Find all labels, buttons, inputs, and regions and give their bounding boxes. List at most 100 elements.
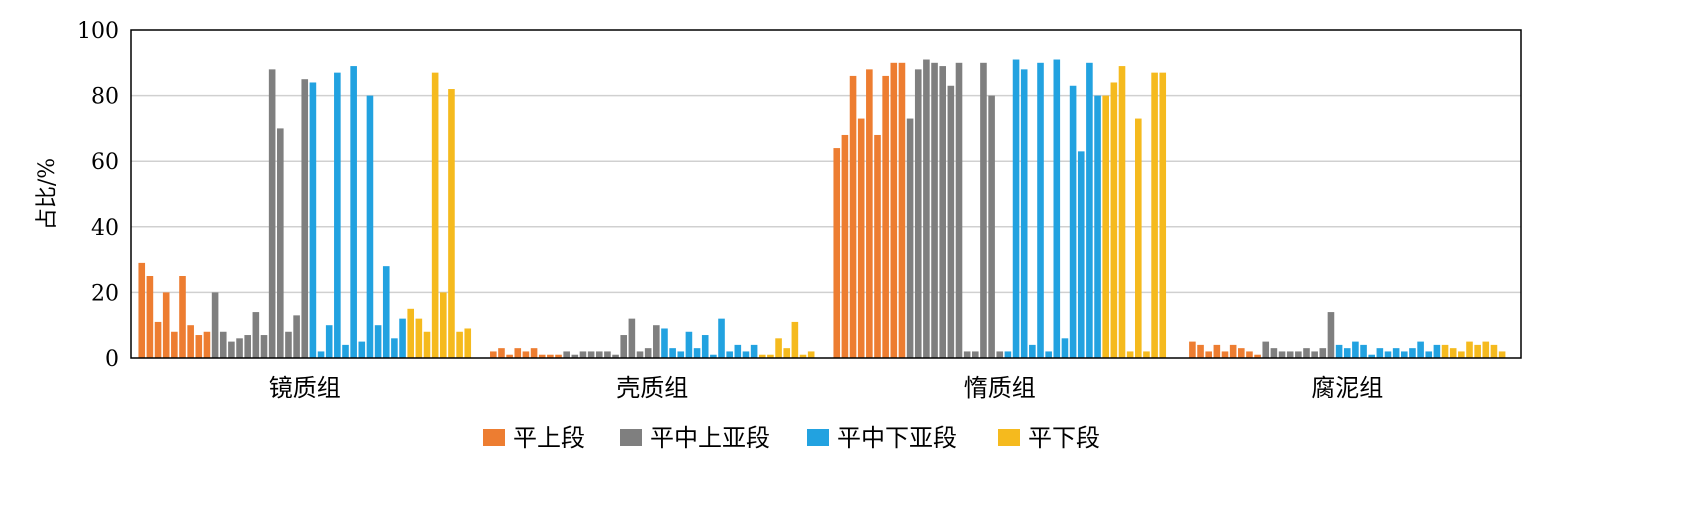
bar-3-惰质组-3 [1020,69,1028,359]
bar-1-惰质组-8 [890,62,898,359]
bar-2-惰质组-2 [914,69,922,359]
bar-4-壳质组-6 [799,354,807,358]
bar-4-腐泥组-7 [1490,344,1498,358]
bar-3-镜质组-10 [382,266,390,358]
bar-3-惰质组-6 [1045,351,1052,358]
bar-4-壳质组-3 [775,338,782,358]
bar-3-腐泥组-2 [1343,348,1351,358]
bar-2-腐泥组-6 [1303,348,1310,358]
bar-2-壳质组-5 [595,351,603,358]
bar-4-腐泥组-2 [1449,348,1457,358]
bar-2-镜质组-3 [228,341,235,358]
legend-swatch [998,429,1020,446]
bar-2-惰质组-6 [947,85,955,358]
bar-3-镜质组-5 [342,344,349,358]
bar-4-镜质组-4 [431,72,439,358]
bar-1-壳质组-5 [522,351,530,358]
bar-3-惰质组-12 [1094,95,1101,358]
bar-4-壳质组-7 [807,351,815,358]
y-tick-label: 40 [91,216,119,241]
bar-3-壳质组-6 [701,335,709,358]
bar-1-镜质组-8 [195,335,203,358]
bar-4-镜质组-8 [464,328,472,358]
bar-4-惰质组-7 [1151,72,1158,358]
category-label: 惰质组 [964,374,1036,402]
bar-1-壳质组-6 [530,348,538,358]
bar-1-镜质组-3 [154,321,162,358]
bar-2-腐泥组-9 [1327,312,1335,358]
bar-1-惰质组-2 [841,134,849,358]
bar-4-惰质组-3 [1118,66,1126,358]
bar-4-壳质组-5 [791,321,799,358]
bar-3-腐泥组-4 [1360,344,1367,358]
bar-2-镜质组-12 [301,79,309,358]
bar-4-镜质组-7 [456,331,463,358]
legend-swatch [620,429,642,446]
bar-1-壳质组-3 [506,354,513,358]
y-tick-label: 60 [91,150,119,175]
bar-1-镜质组-2 [146,276,154,358]
bar-3-腐泥组-11 [1417,341,1424,358]
bar-1-腐泥组-6 [1229,344,1237,358]
legend-label: 平中下亚段 [837,424,957,452]
bar-3-壳质组-11 [742,351,750,358]
bars [138,59,1506,359]
bar-1-腐泥组-1 [1189,341,1196,358]
bar-1-腐泥组-5 [1221,351,1229,358]
bar-3-腐泥组-9 [1401,351,1408,358]
legend-label: 平下段 [1028,424,1100,452]
bar-3-镜质组-1 [309,82,317,358]
bar-2-镜质组-8 [268,69,276,359]
bar-2-惰质组-3 [923,59,930,359]
bar-2-镜质组-4 [236,338,243,358]
bar-1-镜质组-6 [179,276,186,358]
bar-3-腐泥组-12 [1425,351,1433,358]
bar-2-壳质组-6 [604,351,611,358]
bar-4-镜质组-6 [448,89,455,358]
bar-4-惰质组-6 [1143,351,1150,358]
bar-3-腐泥组-10 [1409,348,1416,358]
bar-3-镜质组-7 [358,341,366,358]
bar-2-腐泥组-7 [1311,351,1318,358]
bar-2-镜质组-10 [285,331,292,358]
bar-2-壳质组-3 [579,351,587,358]
bar-4-壳质组-4 [783,348,791,358]
bar-4-惰质组-5 [1135,118,1142,358]
bar-1-惰质组-6 [874,134,881,358]
bar-1-惰质组-5 [866,69,873,359]
bar-1-腐泥组-8 [1246,351,1253,358]
bar-3-惰质组-4 [1029,344,1036,358]
bar-3-镜质组-2 [317,351,325,358]
bar-4-镜质组-2 [415,318,423,358]
bar-2-惰质组-8 [963,351,971,358]
bar-1-腐泥组-7 [1238,348,1245,358]
bar-2-镜质组-9 [277,128,284,358]
bar-2-腐泥组-4 [1286,351,1294,358]
bar-1-腐泥组-9 [1254,354,1261,358]
bar-3-壳质组-2 [669,348,676,358]
bar-3-镜质组-9 [374,325,382,358]
bar-3-腐泥组-7 [1384,351,1392,358]
bar-2-腐泥组-5 [1295,351,1302,358]
category-label: 镜质组 [269,374,341,402]
bar-2-镜质组-2 [219,331,227,358]
bar-1-镜质组-5 [171,331,178,358]
bar-1-惰质组-7 [882,75,889,359]
bar-3-惰质组-11 [1086,62,1093,359]
bar-3-腐泥组-13 [1433,344,1441,358]
y-tick-label: 100 [77,19,119,44]
bar-3-腐泥组-1 [1335,344,1343,358]
bar-4-腐泥组-4 [1466,341,1473,358]
plot-frame [130,29,1522,359]
bar-3-惰质组-8 [1061,338,1069,358]
bar-3-壳质组-7 [710,354,717,358]
legend: 平上段 平中上亚段 平中下亚段 平下段 [483,424,1100,452]
bar-4-壳质组-1 [758,354,766,358]
bar-3-镜质组-6 [350,66,357,358]
bar-2-惰质组-7 [955,62,963,359]
bar-1-壳质组-4 [514,348,522,358]
bar-2-腐泥组-3 [1278,351,1286,358]
bar-2-惰质组-9 [972,351,979,358]
bar-2-壳质组-8 [620,335,628,358]
